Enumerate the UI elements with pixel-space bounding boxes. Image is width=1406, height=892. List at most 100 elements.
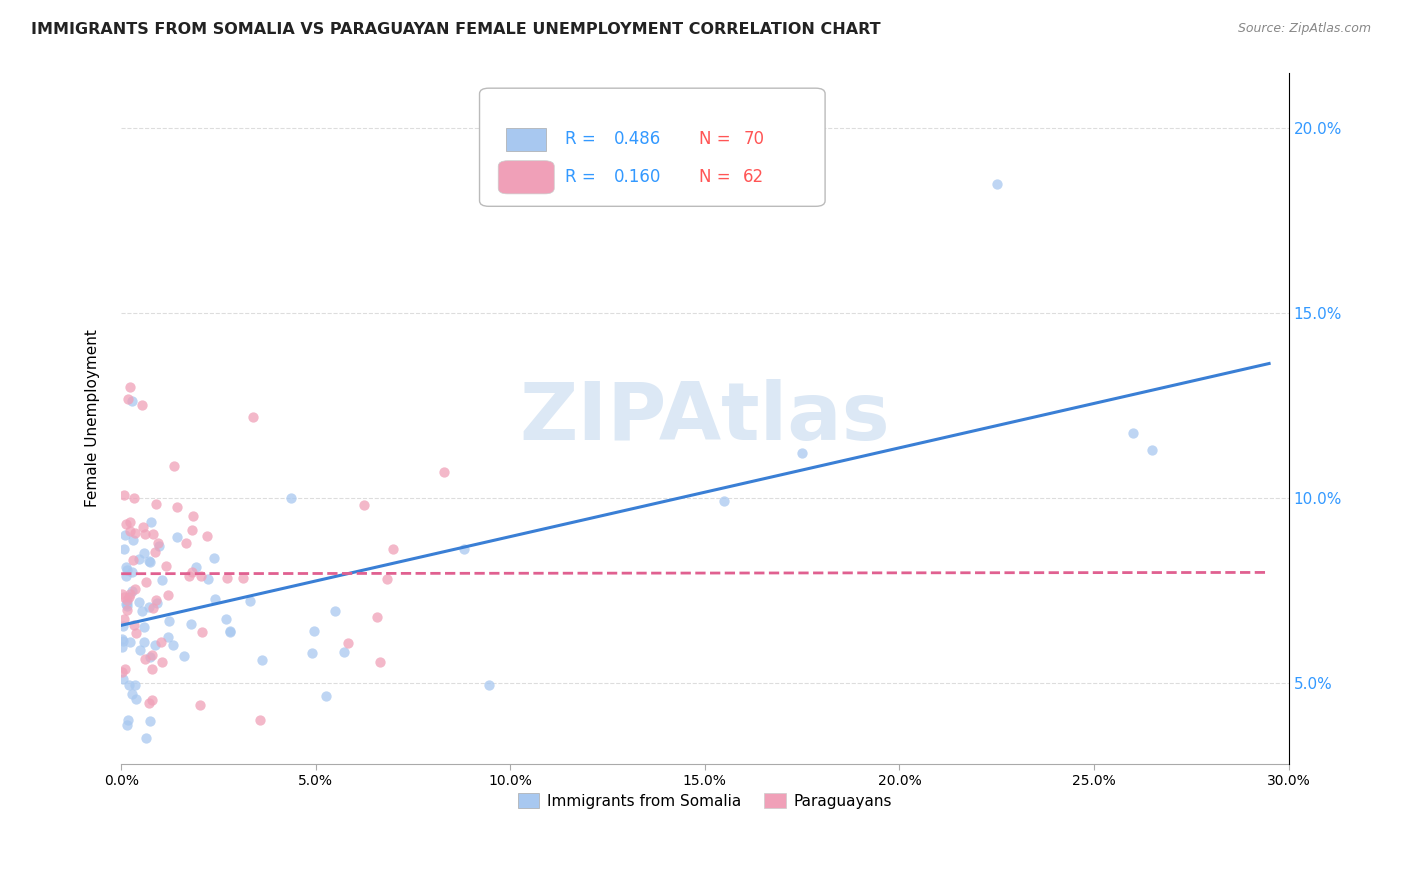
Text: 0.160: 0.160: [614, 169, 661, 186]
Point: [135, 731, 157, 745]
Point: [122, 618, 145, 632]
Point: [478, 678, 501, 692]
Point: [453, 541, 475, 556]
Point: [142, 601, 165, 615]
Point: [111, 587, 134, 601]
Point: [132, 634, 155, 648]
Point: [114, 597, 136, 611]
Point: [218, 624, 240, 638]
Point: [141, 662, 163, 676]
Point: [115, 593, 138, 607]
Point: [1122, 425, 1144, 440]
Point: [157, 614, 180, 628]
Point: [131, 604, 153, 618]
Point: [188, 698, 211, 712]
Point: [150, 573, 173, 587]
Point: [111, 640, 134, 655]
Text: Source: ZipAtlas.com: Source: ZipAtlas.com: [1237, 22, 1371, 36]
Text: N =: N =: [699, 169, 735, 186]
Point: [180, 616, 202, 631]
Point: [115, 559, 138, 574]
Point: [249, 713, 271, 727]
Point: [181, 523, 204, 537]
Point: [139, 515, 162, 529]
Point: [197, 572, 219, 586]
Point: [117, 713, 139, 727]
Point: [121, 533, 143, 547]
Point: [181, 565, 204, 579]
Point: [190, 624, 212, 639]
Point: [124, 678, 146, 692]
Point: [121, 687, 143, 701]
Point: [143, 544, 166, 558]
Text: R =: R =: [565, 130, 600, 148]
Point: [139, 714, 162, 729]
Point: [713, 494, 735, 508]
Point: [792, 446, 814, 460]
Point: [195, 529, 218, 543]
Point: [181, 508, 204, 523]
Point: [111, 632, 134, 646]
Point: [138, 599, 160, 614]
Point: [114, 528, 136, 542]
Point: [124, 526, 146, 541]
Point: [115, 718, 138, 732]
Point: [156, 630, 179, 644]
Point: [134, 620, 156, 634]
Point: [242, 409, 264, 424]
Point: [177, 569, 200, 583]
Point: [138, 554, 160, 568]
Point: [121, 393, 143, 408]
Point: [184, 559, 207, 574]
Point: [129, 642, 152, 657]
Point: [162, 638, 184, 652]
Point: [163, 458, 186, 473]
Point: [134, 652, 156, 666]
Point: [138, 555, 160, 569]
Point: [381, 542, 404, 557]
Point: [166, 500, 188, 514]
Point: [118, 516, 141, 530]
Point: [150, 655, 173, 669]
Point: [120, 635, 142, 649]
Point: [125, 692, 148, 706]
Point: [139, 649, 162, 664]
Point: [142, 526, 165, 541]
Point: [132, 520, 155, 534]
FancyBboxPatch shape: [506, 128, 546, 151]
Point: [1142, 442, 1164, 457]
Point: [215, 612, 238, 626]
Point: [124, 582, 146, 596]
Point: [366, 609, 388, 624]
Point: [117, 392, 139, 406]
Point: [112, 612, 135, 626]
Point: [202, 551, 225, 566]
Point: [128, 551, 150, 566]
Point: [146, 536, 169, 550]
Point: [353, 498, 375, 512]
Point: [115, 569, 138, 583]
Point: [111, 665, 134, 680]
Point: [120, 586, 142, 600]
FancyBboxPatch shape: [498, 161, 554, 194]
Text: IMMIGRANTS FROM SOMALIA VS PARAGUAYAN FEMALE UNEMPLOYMENT CORRELATION CHART: IMMIGRANTS FROM SOMALIA VS PARAGUAYAN FE…: [31, 22, 880, 37]
Point: [301, 646, 323, 660]
Point: [141, 648, 163, 663]
Point: [122, 491, 145, 505]
Point: [315, 689, 337, 703]
Point: [150, 635, 173, 649]
Point: [323, 604, 346, 618]
Point: [215, 571, 238, 585]
Point: [128, 595, 150, 609]
Point: [112, 542, 135, 557]
Text: R =: R =: [565, 169, 600, 186]
Point: [132, 546, 155, 560]
Point: [112, 488, 135, 502]
Point: [122, 553, 145, 567]
Point: [337, 636, 360, 650]
Point: [125, 626, 148, 640]
Point: [115, 603, 138, 617]
Text: ZIPAtlas: ZIPAtlas: [519, 379, 890, 458]
Point: [986, 177, 1008, 191]
Point: [117, 563, 139, 577]
